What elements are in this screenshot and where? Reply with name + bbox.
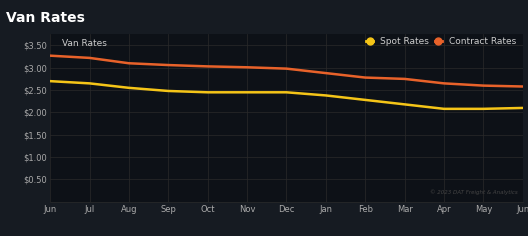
Text: © 2023 DAT Freight & Analytics: © 2023 DAT Freight & Analytics	[430, 190, 518, 195]
Text: Van Rates: Van Rates	[6, 11, 85, 25]
Legend: Spot Rates, Contract Rates: Spot Rates, Contract Rates	[364, 35, 518, 48]
Text: Van Rates: Van Rates	[62, 39, 107, 48]
